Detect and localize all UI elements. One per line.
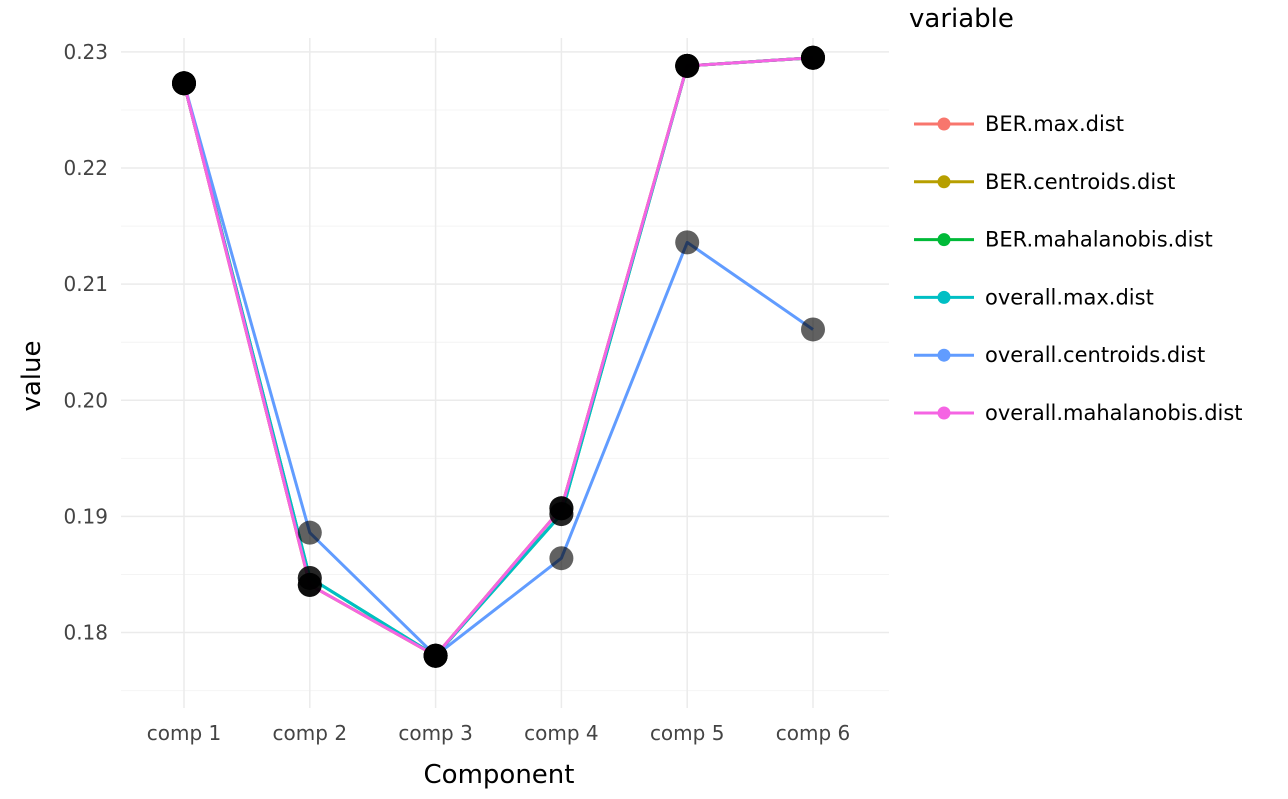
data-point	[675, 53, 700, 78]
series-lines	[182, 56, 814, 658]
series-line	[182, 56, 814, 658]
legend-item[interactable]: overall.centroids.dist	[914, 343, 1205, 367]
y-tick-label: 0.22	[63, 156, 108, 180]
x-axis-title: Component	[424, 760, 575, 790]
series-line	[182, 82, 814, 658]
legend-label: overall.max.dist	[985, 285, 1154, 309]
x-tick-label: comp 1	[147, 721, 222, 745]
data-point	[549, 496, 574, 521]
legend-items: BER.max.dist BER.centroids.dist BER.mahala…	[914, 112, 1243, 425]
series-line	[182, 56, 814, 658]
x-tick-label: comp 6	[776, 721, 851, 745]
data-point	[297, 572, 322, 597]
y-tick-label: 0.20	[63, 388, 108, 412]
data-point	[549, 546, 574, 571]
x-tick-label: comp 3	[398, 721, 473, 745]
series-line	[182, 56, 814, 658]
legend-marker	[937, 348, 951, 362]
y-tick-label: 0.18	[63, 621, 108, 645]
legend-marker	[937, 233, 951, 247]
data-point	[297, 520, 322, 545]
data-point	[801, 317, 825, 342]
data-points	[172, 45, 825, 668]
legend-marker	[937, 290, 951, 304]
legend-title: variable	[909, 4, 1014, 34]
y-tick-label: 0.23	[63, 40, 108, 64]
legend-label: BER.mahalanobis.dist	[985, 228, 1213, 252]
data-point	[172, 71, 196, 96]
data-point	[801, 45, 825, 70]
legend-label: overall.centroids.dist	[985, 343, 1205, 367]
data-point	[423, 643, 448, 668]
legend-marker	[937, 175, 951, 189]
legend-marker	[937, 406, 951, 420]
legend-label: BER.centroids.dist	[985, 170, 1175, 194]
legend-marker	[937, 117, 951, 131]
y-axis-title: value	[17, 340, 47, 411]
legend-item[interactable]: BER.centroids.dist	[914, 170, 1175, 194]
legend-item[interactable]: BER.mahalanobis.dist	[914, 228, 1213, 252]
data-point	[675, 230, 700, 255]
y-tick-label: 0.21	[63, 272, 108, 296]
legend-item[interactable]: overall.mahalanobis.dist	[914, 401, 1243, 425]
legend-item[interactable]: overall.max.dist	[914, 285, 1154, 309]
legend-item[interactable]: BER.max.dist	[914, 112, 1124, 136]
legend[interactable]: variable BER.max.distBER.centroids.distB…	[909, 4, 1243, 425]
x-axis-ticks: comp 1 comp 2 comp 3 comp 4 comp 5 comp 6	[147, 721, 851, 745]
series-line	[182, 56, 814, 658]
grid	[121, 38, 889, 708]
legend-label: BER.max.dist	[985, 112, 1124, 136]
series-line	[182, 56, 814, 658]
x-tick-label: comp 2	[273, 721, 348, 745]
x-tick-label: comp 4	[524, 721, 599, 745]
y-axis-ticks: 0.18 0.19 0.20 0.21 0.22 0.23	[63, 40, 108, 645]
y-tick-label: 0.19	[63, 504, 108, 528]
x-tick-label: comp 5	[650, 721, 725, 745]
legend-label: overall.mahalanobis.dist	[985, 401, 1243, 425]
